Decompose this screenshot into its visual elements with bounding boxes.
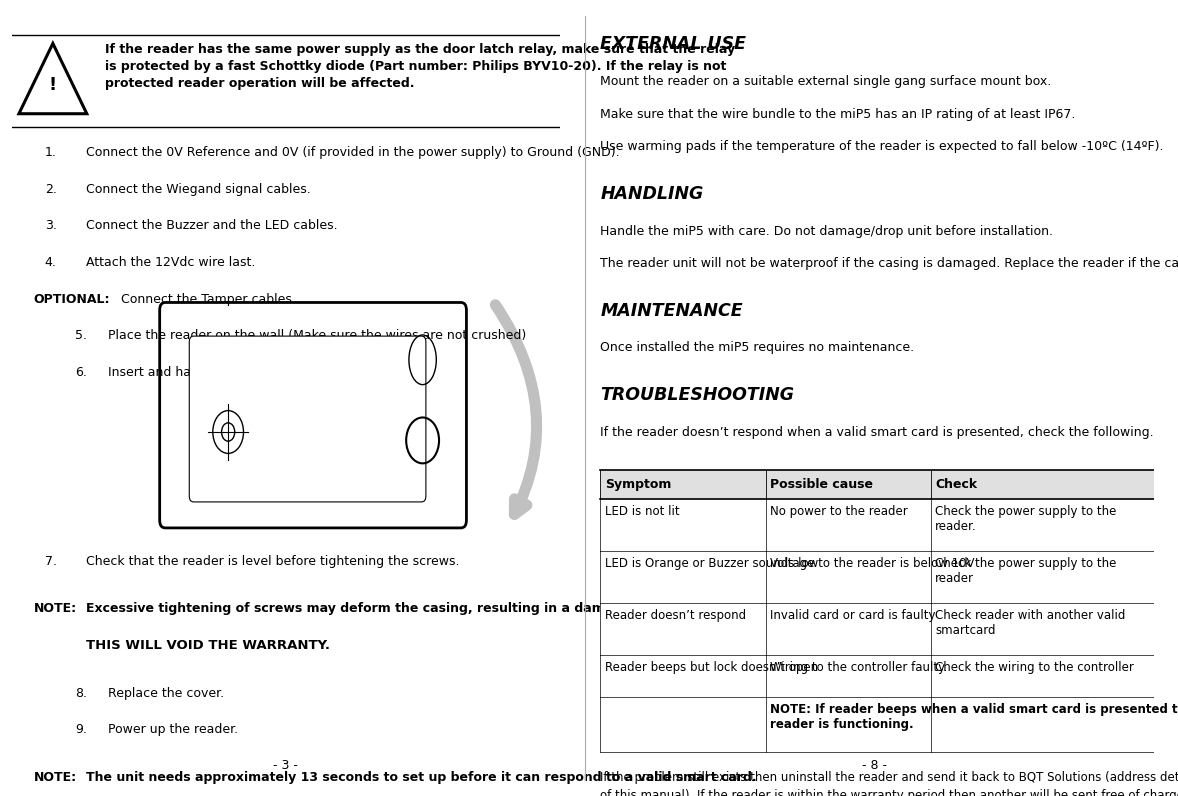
Text: - 3 -: - 3 - [273, 759, 298, 772]
FancyBboxPatch shape [160, 302, 466, 528]
Text: Invalid card or card is faulty: Invalid card or card is faulty [770, 609, 935, 622]
Text: 6.: 6. [74, 366, 87, 379]
Text: OPTIONAL:: OPTIONAL: [34, 293, 111, 306]
Text: No power to the reader: No power to the reader [770, 505, 908, 518]
Text: THIS WILL VOID THE WARRANTY.: THIS WILL VOID THE WARRANTY. [86, 639, 330, 652]
Text: TROUBLESHOOTING: TROUBLESHOOTING [601, 386, 794, 404]
Text: Reader beeps but lock doesn’t open: Reader beeps but lock doesn’t open [605, 661, 818, 674]
Bar [601, 551, 1160, 603]
Text: The unit needs approximately 13 seconds to set up before it can respond to a val: The unit needs approximately 13 seconds … [86, 771, 756, 784]
Text: 3.: 3. [45, 219, 57, 232]
FancyBboxPatch shape [190, 336, 426, 502]
Text: Place the reader on the wall (Make sure the wires are not crushed): Place the reader on the wall (Make sure … [107, 330, 525, 342]
Text: Connect the Wiegand signal cables.: Connect the Wiegand signal cables. [86, 182, 311, 196]
Text: LED is Orange or Buzzer sounds low: LED is Orange or Buzzer sounds low [605, 557, 819, 570]
Text: Power up the reader.: Power up the reader. [107, 724, 238, 736]
Text: If the problem still exists then uninstall the reader and send it back to BQT So: If the problem still exists then uninsta… [601, 771, 1178, 796]
Text: 4.: 4. [45, 256, 57, 269]
Text: If the reader has the same power supply as the door latch relay, make sure that : If the reader has the same power supply … [105, 43, 735, 90]
Text: NOTE:: NOTE: [34, 771, 77, 784]
Text: Attach the 12Vdc wire last.: Attach the 12Vdc wire last. [86, 256, 256, 269]
Text: 1.: 1. [45, 146, 57, 159]
Text: LED is not lit: LED is not lit [605, 505, 680, 518]
Text: Check reader with another valid
smartcard: Check reader with another valid smartcar… [935, 609, 1125, 637]
Text: Reader doesn’t respond: Reader doesn’t respond [605, 609, 746, 622]
Text: The reader unit will not be waterproof if the casing is damaged. Replace the rea: The reader unit will not be waterproof i… [601, 257, 1178, 271]
Text: Check the wiring to the controller: Check the wiring to the controller [935, 661, 1134, 674]
Text: Check that the reader is level before tightening the screws.: Check that the reader is level before ti… [86, 555, 459, 568]
Text: Connect the Buzzer and the LED cables.: Connect the Buzzer and the LED cables. [86, 219, 337, 232]
Text: Replace the cover.: Replace the cover. [107, 687, 224, 700]
Text: Symptom: Symptom [605, 478, 671, 491]
Text: Voltage to the reader is below 10V: Voltage to the reader is below 10V [770, 557, 974, 570]
Text: Connect the 0V Reference and 0V (if provided in the power supply) to Ground (GND: Connect the 0V Reference and 0V (if prov… [86, 146, 620, 159]
Bar [601, 603, 1160, 655]
Text: Check: Check [935, 478, 978, 491]
Bar [601, 499, 1160, 551]
Text: Use warming pads if the temperature of the reader is expected to fall below -10º: Use warming pads if the temperature of t… [601, 140, 1164, 154]
Text: NOTE:: NOTE: [34, 603, 77, 615]
Text: EXTERNAL USE: EXTERNAL USE [601, 35, 747, 53]
Text: MAINTENANCE: MAINTENANCE [601, 302, 743, 320]
Text: Check the power supply to the
reader.: Check the power supply to the reader. [935, 505, 1117, 533]
Text: Handle the miP5 with care. Do not damage/drop unit before installation.: Handle the miP5 with care. Do not damage… [601, 224, 1053, 237]
Bar [601, 470, 1160, 499]
Text: 2.: 2. [45, 182, 57, 196]
Text: Once installed the miP5 requires no maintenance.: Once installed the miP5 requires no main… [601, 341, 914, 354]
Bar [601, 655, 1160, 696]
Text: Connect the Tamper cables.: Connect the Tamper cables. [113, 293, 296, 306]
Text: 8.: 8. [74, 687, 87, 700]
Text: Insert and hand tighten the screws.: Insert and hand tighten the screws. [107, 366, 331, 379]
Text: - 8 -: - 8 - [862, 759, 887, 772]
Text: Make sure that the wire bundle to the miP5 has an IP rating of at least IP67.: Make sure that the wire bundle to the mi… [601, 107, 1076, 121]
Bar [601, 696, 1160, 751]
Text: If the reader doesn’t respond when a valid smart card is presented, check the fo: If the reader doesn’t respond when a val… [601, 426, 1154, 439]
Text: 9.: 9. [74, 724, 87, 736]
Text: Wiring to the controller faulty.: Wiring to the controller faulty. [770, 661, 947, 674]
Text: 7.: 7. [45, 555, 57, 568]
Text: Check the power supply to the
reader: Check the power supply to the reader [935, 557, 1117, 585]
Text: 5.: 5. [74, 330, 87, 342]
Text: Mount the reader on a suitable external single gang surface mount box.: Mount the reader on a suitable external … [601, 75, 1052, 88]
Text: NOTE: If reader beeps when a valid smart card is presented then the
reader is fu: NOTE: If reader beeps when a valid smart… [770, 703, 1178, 731]
Text: Excessive tightening of screws may deform the casing, resulting in a damaged uni: Excessive tightening of screws may defor… [86, 603, 676, 615]
Text: !: ! [48, 76, 57, 94]
Text: HANDLING: HANDLING [601, 185, 703, 203]
Text: Possible cause: Possible cause [770, 478, 873, 491]
